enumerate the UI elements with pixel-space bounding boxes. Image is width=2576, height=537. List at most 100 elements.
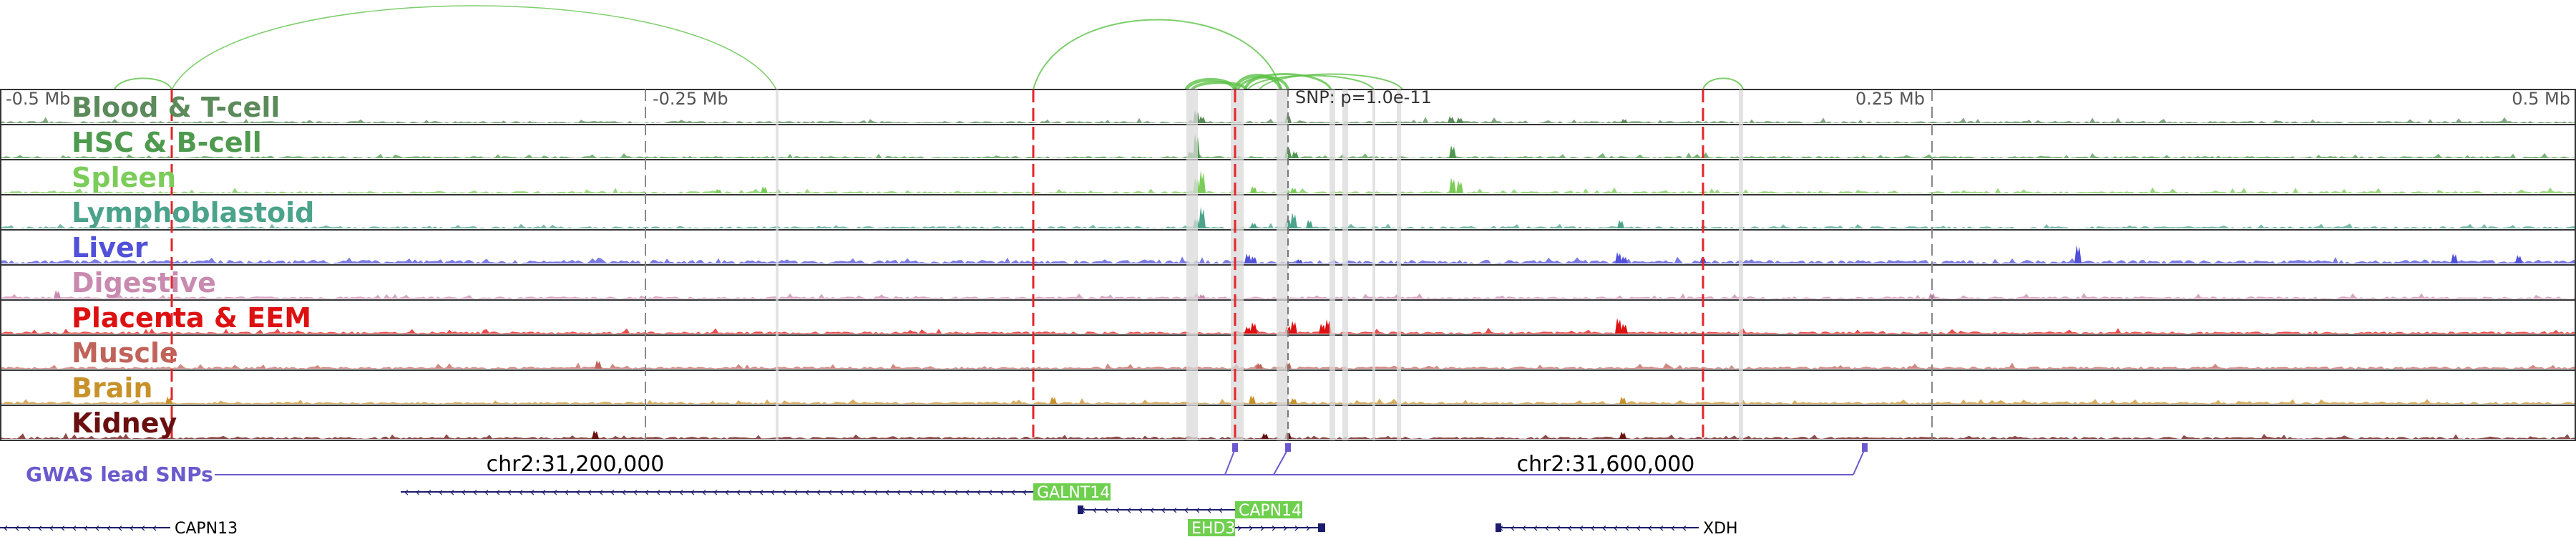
strand-arrow: ‹ xyxy=(655,485,660,500)
loop-arc xyxy=(1236,73,1332,90)
strand-arrow: ‹ xyxy=(564,485,569,500)
track-label: Muscle xyxy=(72,337,178,369)
signal-peak xyxy=(1199,294,1206,299)
strand-arrow: ‹ xyxy=(1544,521,1549,536)
loop-arc xyxy=(1191,81,1248,91)
strand-arrow: ‹ xyxy=(987,485,992,500)
gene-galnt14: ‹ ‹ ‹ ‹ ‹ ‹ ‹ ‹ ‹ ‹ ‹ ‹ ‹ ‹ ‹ ‹ ‹ ‹ ‹ ‹ ‹ ‹ ‹ ‹ ‹ ‹ ‹ ‹ ‹ ‹ ‹ ‹ ‹ ‹ ‹ ‹ ‹ ‹ ‹ ‹… xyxy=(401,483,1111,502)
track-labels: Blood & T-cell HSC & B-cell Spleen Lymphobl… xyxy=(72,92,314,439)
gene-label-box xyxy=(1235,501,1302,518)
strand-arrow: ‹ xyxy=(575,485,580,500)
strand-arrow: › xyxy=(1271,521,1276,536)
strand-arrow: ‹ xyxy=(1206,503,1211,518)
strand-arrow: ‹ xyxy=(850,485,855,500)
signal-peak xyxy=(1619,397,1626,404)
track-label: Digestive xyxy=(72,267,216,299)
gwas-track: GWAS lead SNPs xyxy=(26,443,1868,486)
strand-arrow: ‹ xyxy=(598,485,603,500)
strand-arrow: ‹ xyxy=(1092,503,1097,518)
strand-arrow: ‹ xyxy=(152,521,157,536)
gene-xdh: ‹‹‹‹‹‹‹‹‹‹‹‹‹‹‹‹‹XDH xyxy=(1496,520,1738,537)
gene-label: XDH xyxy=(1703,520,1738,537)
strand-arrow: ‹ xyxy=(1521,521,1526,536)
gene-label-box xyxy=(1188,519,1235,536)
highlight-column xyxy=(1397,90,1401,440)
scale-label: -0.5 Mb xyxy=(6,89,70,109)
strand-arrow: ‹ xyxy=(873,485,878,500)
strand-arrow: ‹ xyxy=(1670,521,1675,536)
strand-arrow: ‹ xyxy=(530,485,535,500)
strand-arrow: ‹ xyxy=(1218,503,1223,518)
exon-box xyxy=(1078,505,1083,514)
highlight-columns xyxy=(776,90,1743,440)
strand-arrow: ‹ xyxy=(1022,485,1027,500)
signal-peak xyxy=(1250,322,1257,334)
strand-arrow: › xyxy=(1305,521,1310,536)
highlight-column xyxy=(1330,90,1335,440)
signal-peak xyxy=(1256,363,1263,369)
strand-arrow: ‹ xyxy=(816,485,821,500)
gene-label: EHD3 xyxy=(1191,520,1235,537)
strand-arrow: ‹ xyxy=(724,485,729,500)
strand-arrow: ‹ xyxy=(3,521,8,536)
loop-arc xyxy=(114,77,172,90)
highlight-column xyxy=(1372,90,1375,440)
strand-arrow: ‹ xyxy=(1510,521,1515,536)
signal-noise xyxy=(0,292,2576,299)
strand-arrow: ‹ xyxy=(26,521,31,536)
strand-arrow: ‹ xyxy=(667,485,672,500)
signal-peak xyxy=(1199,207,1206,228)
strand-arrow: ‹ xyxy=(839,485,844,500)
strand-arrow: ‹ xyxy=(621,485,626,500)
strand-arrow: ‹ xyxy=(37,521,42,536)
gene-label: CAPN13 xyxy=(175,520,238,537)
signal-peak xyxy=(1290,188,1297,193)
strand-arrow: ‹ xyxy=(1533,521,1538,536)
strand-arrow: ‹ xyxy=(1195,503,1200,518)
strand-arrow: ‹ xyxy=(1682,521,1687,536)
strand-arrow: ‹ xyxy=(1138,503,1143,518)
strand-arrow: ‹ xyxy=(1103,503,1108,518)
coordinate-labels: chr2:31,200,000 chr2:31,600,000 xyxy=(487,452,1695,477)
strand-arrow: ‹ xyxy=(461,485,466,500)
signal-peak xyxy=(2074,245,2082,263)
signal-peak xyxy=(1619,432,1626,439)
strand-arrow: ‹ xyxy=(1184,503,1189,518)
loop-arc xyxy=(171,5,777,90)
strand-arrow: ‹ xyxy=(1613,521,1618,536)
strand-arrow: ‹ xyxy=(999,485,1004,500)
strand-arrow: ‹ xyxy=(60,521,65,536)
loop-arc xyxy=(1247,74,1375,90)
strand-arrow: ‹ xyxy=(633,485,638,500)
strand-arrow: ‹ xyxy=(678,485,683,500)
gene-capn13: ‹ ‹ ‹ ‹ ‹ ‹ ‹ ‹ ‹ ‹ ‹ ‹ ‹ ‹ CAPN13 xyxy=(0,520,238,537)
strand-arrow: ‹ xyxy=(426,485,431,500)
loop-arc xyxy=(1702,77,1744,90)
strand-arrow: ‹ xyxy=(83,521,88,536)
strand-arrow: › xyxy=(1236,521,1241,536)
signal-peak xyxy=(1249,395,1256,404)
strand-arrow: ‹ xyxy=(140,521,145,536)
track-label: HSC & B-cell xyxy=(72,127,262,158)
strand-arrow: ‹ xyxy=(129,521,134,536)
signal-peak xyxy=(1290,321,1297,334)
strand-arrow: ‹ xyxy=(518,485,523,500)
strand-arrow: › xyxy=(1259,521,1264,536)
strand-arrow: ‹ xyxy=(884,485,889,500)
strand-arrow: ‹ xyxy=(1636,521,1641,536)
strand-arrow: ‹ xyxy=(1624,521,1629,536)
signal-peak xyxy=(1456,117,1463,123)
gwas-snp-marker xyxy=(1232,443,1238,452)
highlight-column xyxy=(1277,90,1288,440)
scale-bar: -0.5 Mb -0.25 Mb 0.25 Mb 0.5 Mb xyxy=(6,89,2570,109)
strand-arrow: ‹ xyxy=(758,485,763,500)
strand-arrow: ‹ xyxy=(713,485,718,500)
gene-ehd3: ›››››››››››EHD3 xyxy=(1188,519,1325,537)
strand-arrow: ‹ xyxy=(404,485,409,500)
strand-arrow: ‹ xyxy=(1126,503,1131,518)
track-label: Lymphoblastoid xyxy=(72,197,314,228)
strand-arrow: ‹ xyxy=(1556,521,1561,536)
strand-arrow: ‹ xyxy=(930,485,935,500)
strand-arrow: ‹ xyxy=(770,485,775,500)
signal-peak xyxy=(2451,253,2458,263)
